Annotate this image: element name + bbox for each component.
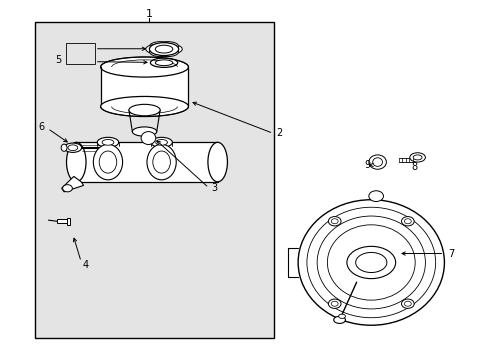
Ellipse shape [150,58,177,67]
Bar [57,219,70,224]
Ellipse shape [132,127,157,136]
Text: 3: 3 [211,183,217,193]
Polygon shape [101,67,188,107]
Ellipse shape [101,57,188,77]
Ellipse shape [149,47,171,57]
Ellipse shape [151,137,172,147]
Text: 4: 4 [83,260,89,270]
Ellipse shape [404,219,410,224]
Ellipse shape [161,44,182,54]
Ellipse shape [153,151,170,173]
Ellipse shape [101,96,188,117]
Ellipse shape [157,47,178,57]
Ellipse shape [147,144,176,180]
Ellipse shape [149,42,178,55]
Ellipse shape [409,153,425,162]
Ellipse shape [330,301,337,306]
Text: 6: 6 [38,122,44,132]
Ellipse shape [338,314,345,319]
Ellipse shape [149,42,171,51]
Text: 1: 1 [145,9,153,19]
Text: 2: 2 [276,129,282,138]
Ellipse shape [368,155,386,169]
Polygon shape [61,176,83,192]
Text: 8: 8 [410,162,416,172]
Ellipse shape [66,142,86,182]
Ellipse shape [333,316,345,323]
Ellipse shape [372,158,382,166]
Ellipse shape [328,299,340,309]
Ellipse shape [155,45,172,53]
Ellipse shape [157,42,178,51]
Bar [76,142,217,182]
Ellipse shape [401,217,413,226]
Ellipse shape [298,200,444,325]
Ellipse shape [355,252,386,273]
Text: 9: 9 [364,160,370,170]
Bar [35,22,273,338]
Ellipse shape [61,144,67,151]
Ellipse shape [368,191,383,202]
Ellipse shape [93,144,122,180]
Text: 5: 5 [55,55,61,65]
Ellipse shape [155,60,172,66]
Ellipse shape [145,44,167,54]
Ellipse shape [401,299,413,309]
Ellipse shape [141,132,156,144]
Ellipse shape [404,301,410,306]
Ellipse shape [97,137,119,147]
Ellipse shape [99,151,117,173]
Ellipse shape [330,219,337,224]
Ellipse shape [68,145,78,150]
Ellipse shape [64,143,81,152]
Ellipse shape [129,104,160,116]
Ellipse shape [102,139,114,145]
Bar [65,43,95,64]
Ellipse shape [207,142,227,182]
Ellipse shape [62,185,72,192]
Ellipse shape [328,217,340,226]
Ellipse shape [156,139,167,145]
Text: 7: 7 [447,248,454,258]
Ellipse shape [346,246,395,279]
Ellipse shape [412,155,421,160]
Bar [66,218,70,225]
